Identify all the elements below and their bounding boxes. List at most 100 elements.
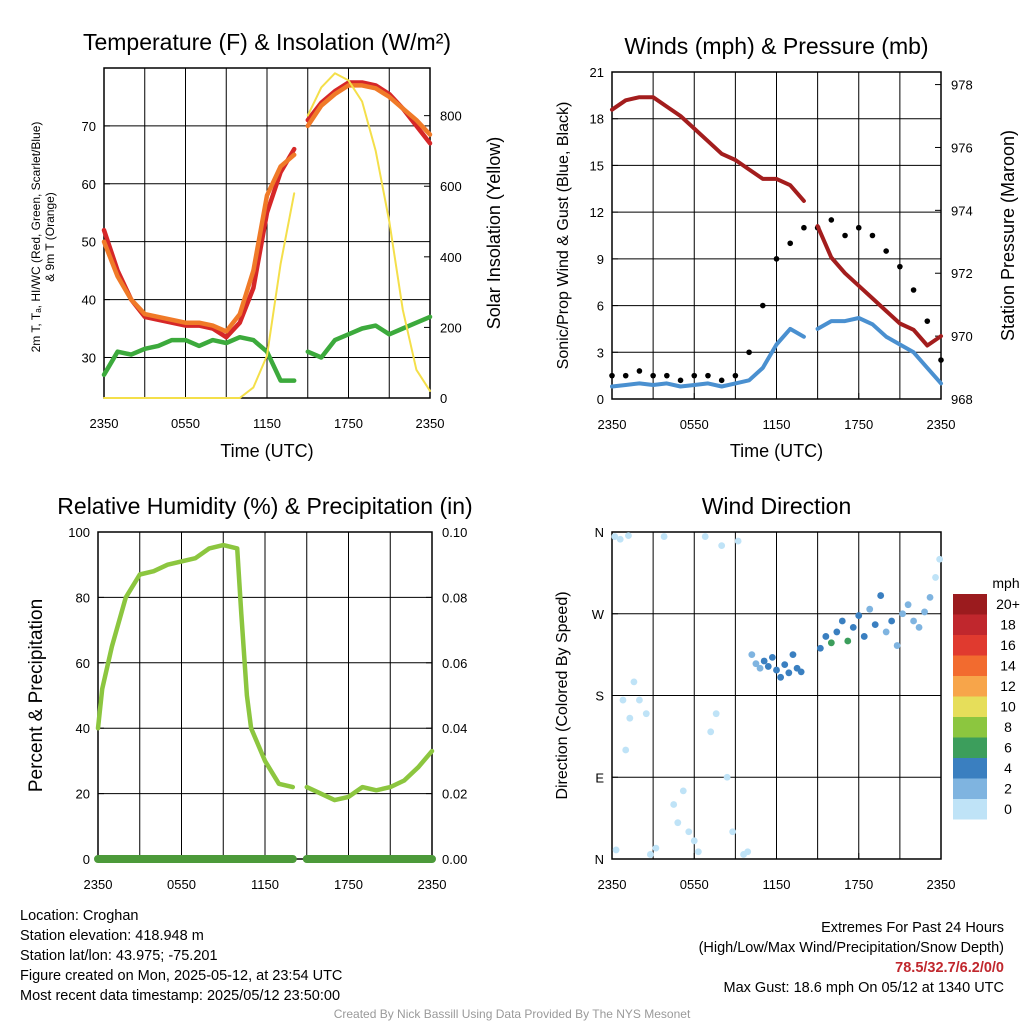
gust-point — [677, 377, 684, 384]
location-text: Location: Croghan — [20, 908, 139, 924]
gust-point — [650, 372, 656, 379]
y-tick-label: 15 — [590, 158, 604, 173]
direction-point — [816, 644, 824, 652]
direction-point — [748, 651, 756, 659]
humidity-panel: 2350 0550 1150 1750 2350 0 20 40 60 80 100 0.00 0.02… — [26, 493, 473, 892]
direction-point — [860, 633, 868, 640]
x-tick-label: 2350 — [84, 877, 113, 892]
direction-point — [871, 621, 879, 629]
direction-point — [701, 533, 709, 540]
recent-data-text: Most recent data timestamp: 2025/05/12 2… — [20, 988, 341, 1004]
x-tick-label: 1150 — [763, 877, 791, 892]
humidity-title: Relative Humidity (%) & Precipitation (i… — [57, 493, 472, 519]
y-tick-label: 40 — [76, 721, 90, 736]
legend-label: 4 — [1004, 760, 1012, 776]
series-relative-humidity — [95, 542, 435, 803]
series-9m-t — [101, 83, 433, 334]
direction-point — [936, 555, 944, 563]
extremes-subtitle: (High/Low/Max Wind/Precipitation/Snow De… — [698, 940, 1004, 956]
direction-point — [756, 664, 764, 672]
x-tick-label: 0550 — [680, 417, 709, 432]
series-insolation — [103, 72, 431, 399]
y-axis-label-line2: & 9m T (Orange) — [43, 192, 57, 282]
direction-point — [690, 837, 698, 845]
x-tick-label: 0550 — [680, 877, 709, 892]
extremes-info: Extremes For Past 24 Hours (High/Low/Max… — [699, 918, 1004, 998]
x-tick-label: 2350 — [927, 417, 956, 432]
direction-point — [652, 844, 660, 852]
direction-point — [744, 848, 752, 856]
y-axis-label: Percent & Precipitation — [26, 599, 47, 792]
direction-point — [855, 612, 863, 619]
x-tick-label: 1750 — [844, 877, 873, 892]
direction-point — [797, 668, 805, 676]
direction-point — [612, 846, 620, 854]
y-tick-label: 6 — [597, 299, 604, 314]
direction-point — [888, 617, 896, 625]
gust-point — [883, 248, 889, 254]
y-tick-label: 21 — [590, 65, 604, 80]
legend-swatch — [953, 594, 987, 615]
y-tick-label: 50 — [82, 235, 96, 250]
y2-tick-label: 970 — [951, 329, 973, 344]
y2-tick-label: 0.02 — [442, 787, 467, 802]
direction-point — [789, 651, 797, 659]
gust-point — [636, 368, 643, 374]
legend-swatch — [953, 635, 987, 656]
gust-point — [622, 372, 629, 379]
legend-label: 8 — [1004, 719, 1012, 735]
gust-point — [773, 256, 780, 262]
direction-point — [899, 610, 907, 618]
legend-label: 20+ — [996, 596, 1020, 612]
gust-point — [787, 240, 794, 247]
direction-point — [773, 666, 780, 674]
x-axis-label: Time (UTC) — [220, 441, 313, 461]
gust-point — [664, 372, 670, 379]
direction-point — [694, 848, 702, 856]
direction-point — [833, 628, 841, 636]
direction-point — [674, 819, 682, 827]
direction-point — [723, 773, 731, 781]
y-tick-label: 80 — [76, 590, 90, 605]
direction-point — [781, 661, 789, 669]
y2-tick-label: 974 — [951, 203, 973, 218]
y-tick-label: N — [595, 525, 604, 540]
legend-label: 6 — [1004, 740, 1012, 756]
y2-tick-label: 978 — [951, 78, 973, 93]
y2-tick-label: 972 — [951, 266, 973, 281]
gust-point — [842, 232, 848, 239]
y-tick-label: 12 — [590, 205, 604, 220]
gust-point — [924, 318, 931, 324]
y-axis-label: Sonic/Prop Wind & Gust (Blue, Black) — [555, 102, 572, 370]
legend-swatch — [953, 737, 987, 758]
direction-point — [679, 787, 687, 795]
gust-point — [828, 217, 835, 223]
direction-point — [877, 592, 885, 599]
direction-point — [882, 628, 890, 636]
x-tick-label: 0550 — [171, 416, 200, 431]
x-axis-label: Time (UTC) — [730, 441, 823, 461]
direction-point — [685, 828, 693, 836]
y2-tick-label: 0.06 — [442, 656, 467, 671]
gust-point — [855, 224, 862, 231]
direction-point — [729, 828, 737, 836]
gust-point — [897, 263, 903, 270]
y2-tick-label: 0.08 — [442, 590, 467, 605]
legend-swatch — [953, 778, 987, 799]
series-station-pressure — [610, 95, 943, 348]
direction-point — [760, 657, 768, 665]
y-tick-label: 60 — [76, 656, 90, 671]
direction-point — [785, 669, 793, 677]
speed-legend: 20+ 18 16 14 12 10 8 6 4 2 0 — [953, 594, 1020, 820]
direction-point — [616, 535, 624, 543]
x-tick-label: 0550 — [167, 877, 196, 892]
station-info: Location: Croghan Station elevation: 418… — [20, 906, 342, 1006]
x-tick-label: 2350 — [598, 877, 627, 892]
legend-swatch — [953, 655, 987, 676]
elevation-text: Station elevation: 418.948 m — [20, 928, 204, 944]
direction-point — [849, 623, 857, 631]
y-tick-label: 40 — [82, 293, 96, 308]
y-tick-label: 0 — [597, 392, 604, 407]
direction-point — [646, 851, 654, 858]
